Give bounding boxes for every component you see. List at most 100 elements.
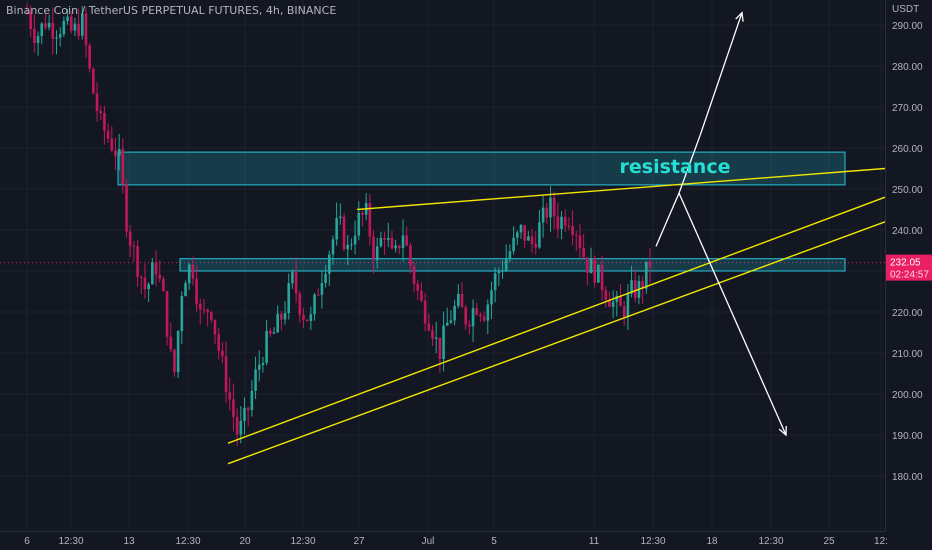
candle-body	[593, 258, 597, 283]
candle-body	[475, 308, 479, 315]
price-zones[interactable]	[117, 151, 846, 272]
candle-body	[103, 112, 106, 131]
candle-body	[128, 231, 132, 246]
candle-body	[66, 16, 69, 21]
trendline-rising-1[interactable]	[227, 196, 886, 444]
candle-body	[427, 323, 431, 331]
candle-body	[217, 334, 220, 351]
price-tick-label: 290.00	[892, 21, 923, 32]
candle-body	[246, 407, 250, 411]
candle-body	[563, 216, 567, 226]
candle-body	[361, 212, 364, 215]
candle-body	[405, 235, 408, 246]
candle-body	[434, 337, 438, 339]
trendline-rising-2[interactable]	[227, 221, 886, 465]
candle-body	[445, 322, 449, 326]
candle-body	[626, 293, 630, 318]
time-tick-label: Jul	[422, 536, 435, 547]
candle-body	[40, 23, 44, 37]
candle-body	[578, 235, 582, 249]
projection-arrow-down[interactable]	[678, 192, 787, 436]
candle-body	[272, 332, 276, 334]
time-axis[interactable]: 6 12:30 13 12:30 20 12:30 27 Jul 5 11 12:30 18 12:30…	[24, 536, 888, 547]
candle-body	[180, 296, 184, 332]
candle-body	[58, 34, 62, 38]
candle-body	[368, 203, 372, 237]
candle-body	[69, 16, 73, 31]
candle-body	[460, 294, 464, 308]
candle-body	[221, 350, 224, 357]
candle-body	[232, 399, 235, 417]
candle-body	[73, 23, 77, 31]
candle-body	[147, 284, 150, 290]
candle-body	[55, 37, 58, 39]
candle-body	[497, 271, 501, 274]
candle-body	[154, 262, 158, 275]
candle-body	[357, 212, 361, 236]
candle-body	[630, 280, 633, 294]
candle-body	[51, 22, 55, 39]
time-tick-label: 11	[589, 536, 600, 547]
candle-body	[501, 270, 504, 272]
price-axis-currency: USDT	[892, 4, 919, 15]
candle-body	[571, 226, 574, 235]
resistance-zone[interactable]	[117, 151, 846, 186]
candle-body	[523, 225, 526, 241]
candle-body	[88, 45, 91, 69]
candle-body	[198, 304, 202, 310]
candle-body	[117, 149, 121, 157]
candle-body	[294, 272, 298, 294]
candle-body	[479, 314, 482, 317]
projection-arrows[interactable]	[655, 11, 787, 437]
candle-body	[202, 309, 206, 311]
price-tick-label: 260.00	[892, 144, 923, 155]
candle-body	[350, 244, 353, 246]
projection-arrow-down-head	[778, 425, 787, 437]
candle-body	[151, 262, 154, 285]
price-tick-label: 250.00	[892, 185, 923, 196]
candle-body	[633, 280, 637, 298]
candle-body	[586, 257, 589, 274]
candle-body	[298, 293, 302, 315]
candle-body	[261, 362, 265, 365]
candle-body	[84, 13, 88, 46]
candle-body	[254, 369, 257, 391]
trendlines[interactable]	[227, 167, 886, 465]
candle-body	[158, 274, 162, 279]
projection-arrow-up-head	[735, 11, 744, 22]
candle-body	[611, 301, 615, 307]
candle-body	[173, 349, 176, 373]
candle-body	[136, 246, 139, 277]
time-tick-label: 6	[24, 536, 30, 547]
resistance-label[interactable]: resistance	[620, 156, 731, 178]
candle-body	[394, 245, 397, 249]
candle-body	[239, 421, 243, 435]
candle-body	[372, 236, 375, 260]
candle-body	[457, 294, 460, 306]
candle-body	[375, 246, 379, 260]
candle-body	[604, 290, 608, 300]
time-tick-label: 12:30	[640, 536, 665, 547]
candle-body	[346, 244, 350, 250]
candle-body	[431, 330, 434, 339]
candle-body	[515, 232, 519, 238]
candle-body	[615, 295, 619, 302]
time-tick-label: 12:30	[758, 536, 783, 547]
price-badge-bg	[886, 254, 932, 281]
candle-body	[449, 320, 453, 323]
projection-arrow-up[interactable]	[699, 12, 743, 136]
price-tick-label: 280.00	[892, 62, 923, 73]
candle-body	[191, 264, 195, 279]
candle-body	[235, 416, 239, 435]
candle-body	[464, 307, 467, 325]
candle-body	[379, 237, 383, 247]
trendline-upper[interactable]	[356, 167, 886, 211]
candle-body	[99, 111, 103, 113]
support-zone[interactable]	[179, 258, 846, 272]
candle-body	[512, 237, 515, 252]
candle-body	[110, 138, 114, 151]
chart-grid	[0, 0, 885, 531]
candle-body	[493, 273, 497, 291]
